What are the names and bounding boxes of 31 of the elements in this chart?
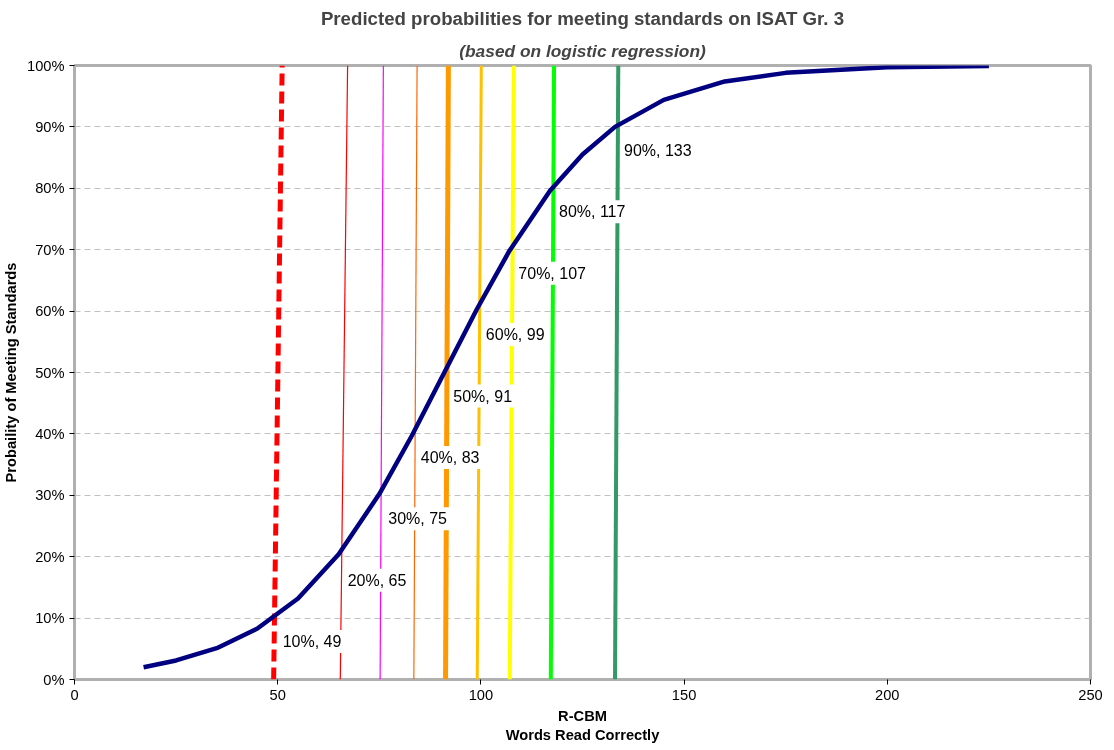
x-tick-label: 150 [671,686,697,703]
y-tick-label: 10% [35,610,65,627]
y-axis-title: Probaility of Meeting Standards [3,262,20,483]
y-tick-label: 70% [35,241,65,258]
annotation: 60%, 99 [485,326,545,344]
chart-subtitle: (based on logistic regression) [459,40,706,61]
annotation: 10%, 49 [282,633,342,651]
y-tick-label: 80% [35,180,65,197]
x-tick-label: 100 [468,686,494,703]
y-tick-label: 40% [35,425,65,442]
x-tick-label: 50 [269,686,286,703]
annotation: 30%, 75 [388,510,448,528]
x-tick-label: 250 [1078,686,1103,703]
y-tick-label: 50% [35,364,65,381]
annotation: 70%, 107 [518,264,587,282]
y-tick-label: 100% [27,57,65,74]
line-series [141,65,992,670]
x-tick-label: 0 [70,686,79,703]
y-tick-label: 20% [35,548,65,565]
y-tick-label: 0% [43,671,65,688]
y-tick-label: 60% [35,303,65,320]
x-tick-label: 200 [875,686,900,703]
y-tick-label: 90% [35,118,65,135]
annotation: 50%, 91 [453,387,513,405]
annotation: 90%, 133 [624,141,692,159]
x-axis-title: R-CBM Words Read Correctly [505,707,661,743]
y-tick-label: 30% [35,487,65,504]
annotation: 20%, 65 [347,571,407,589]
annotation: 80%, 117 [558,203,626,221]
annotation: 40%, 83 [420,448,480,466]
chart-title: Predicted probabilities for meeting standards on ISAT Gr. 3 [320,7,845,29]
